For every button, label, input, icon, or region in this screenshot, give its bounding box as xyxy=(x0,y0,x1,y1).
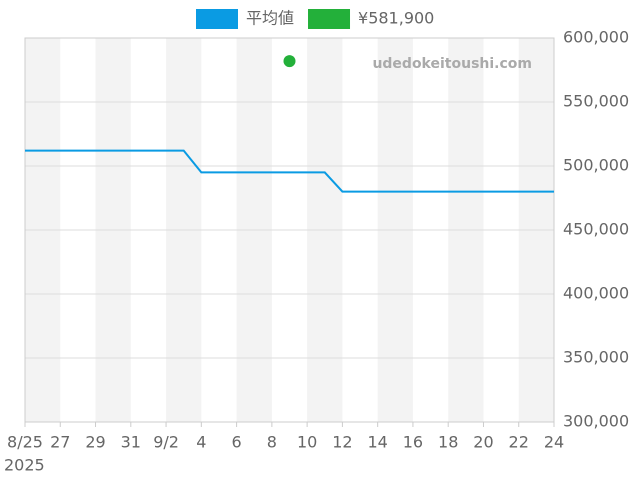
x-tick-label: 14 xyxy=(367,433,387,452)
x-tick-label: 31 xyxy=(121,433,141,452)
x-tick-label: 22 xyxy=(509,433,529,452)
watermark: udedokeitoushi.com xyxy=(372,56,532,72)
y-tick-label: 600,000 xyxy=(563,28,629,47)
x-tick-label: 29 xyxy=(85,433,105,452)
plot-border xyxy=(24,37,555,423)
x-tick-label: 6 xyxy=(232,433,242,452)
y-tick-label: 400,000 xyxy=(563,284,629,303)
x-tick-label: 20 xyxy=(473,433,493,452)
y-tick-label: 550,000 xyxy=(563,92,629,111)
x-tick-label: 27 xyxy=(50,433,70,452)
legend-label: 平均値 xyxy=(246,9,294,28)
x-tick-label: 4 xyxy=(196,433,206,452)
legend-label: ¥581,900 xyxy=(358,9,434,28)
y-tick-label: 300,000 xyxy=(563,412,629,431)
x-tick-label: 18 xyxy=(438,433,458,452)
point xyxy=(283,55,296,68)
x-tick-label: 10 xyxy=(297,433,317,452)
x-year-label: 2025 xyxy=(4,456,45,475)
legend-swatch xyxy=(196,9,238,29)
y-tick-label: 350,000 xyxy=(563,348,629,367)
line xyxy=(25,149,554,193)
x-tick-label: 12 xyxy=(332,433,352,452)
x-tick-label: 8/25 xyxy=(7,433,43,452)
y-tick-label: 500,000 xyxy=(563,156,629,175)
x-tick-label: 8 xyxy=(267,433,277,452)
x-tick-label: 16 xyxy=(403,433,423,452)
y-tick-label: 450,000 xyxy=(563,220,629,239)
x-tick-label: 9/2 xyxy=(153,433,179,452)
x-tick-label: 24 xyxy=(544,433,564,452)
legend-swatch xyxy=(308,9,351,29)
